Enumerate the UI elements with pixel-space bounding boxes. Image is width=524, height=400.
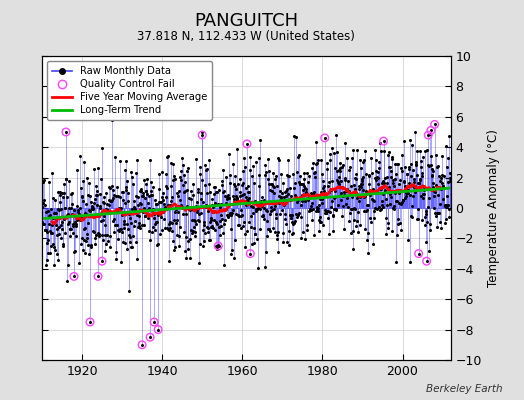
Point <box>424 132 432 138</box>
Point <box>94 273 102 280</box>
Text: PANGUITCH: PANGUITCH <box>194 12 298 30</box>
Point <box>430 121 439 128</box>
Point <box>246 250 255 257</box>
Point <box>321 135 329 141</box>
Point <box>146 334 154 340</box>
Point <box>138 342 146 348</box>
Legend: Raw Monthly Data, Quality Control Fail, Five Year Moving Average, Long-Term Tren: Raw Monthly Data, Quality Control Fail, … <box>47 61 212 120</box>
Point <box>150 319 158 325</box>
Point <box>414 250 423 257</box>
Point <box>427 127 435 134</box>
Point <box>86 319 94 325</box>
Point <box>62 129 70 135</box>
Point <box>422 258 431 264</box>
Point <box>379 138 388 144</box>
Y-axis label: Temperature Anomaly (°C): Temperature Anomaly (°C) <box>487 129 500 287</box>
Text: Berkeley Earth: Berkeley Earth <box>427 384 503 394</box>
Point <box>214 243 222 249</box>
Text: 37.818 N, 112.433 W (United States): 37.818 N, 112.433 W (United States) <box>137 30 355 43</box>
Point <box>243 141 251 147</box>
Point <box>70 273 78 280</box>
Point <box>154 326 162 333</box>
Point <box>98 258 106 264</box>
Point <box>198 132 206 138</box>
